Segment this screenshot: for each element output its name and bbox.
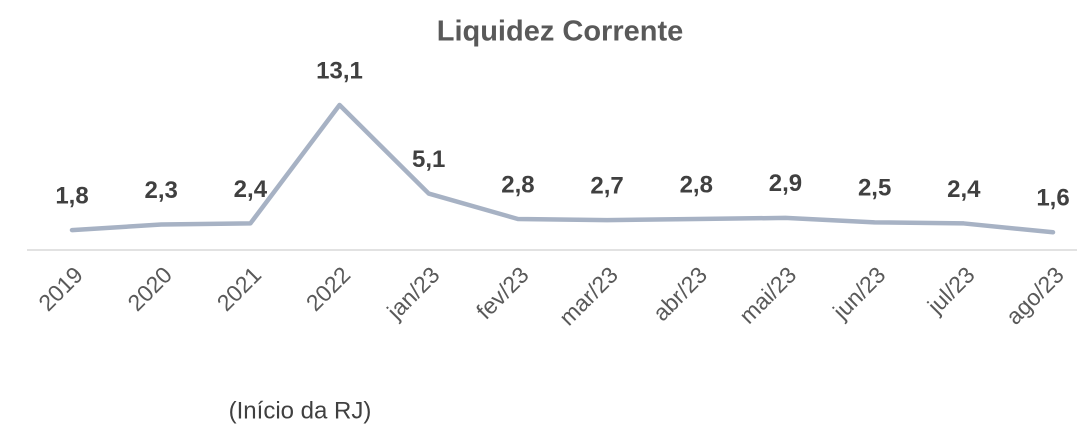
data-label: 13,1 [316,57,363,84]
data-label: 5,1 [412,146,445,173]
line [69,102,1056,235]
data-label: 2,7 [590,172,623,199]
data-label: 2,9 [769,170,802,197]
data-label: 1,6 [1036,185,1069,212]
x-tick-label: mai/23 [734,261,801,328]
data-label: 2,4 [234,176,268,203]
x-tick-label: abr/23 [648,261,713,326]
x-tick-label: jan/23 [381,261,444,324]
x-tick-label: mar/23 [554,261,623,330]
x-tick-label: 2019 [33,261,88,316]
data-label: 2,8 [501,171,534,198]
data-label: 2,8 [680,171,713,198]
x-tick-label: 2020 [122,261,177,316]
data-label: 2,5 [858,175,891,202]
x-tick-label: jul/23 [922,261,980,319]
x-tick-label: jun/23 [827,261,890,324]
x-tick-label: 2022 [301,261,356,316]
x-tick-label: fev/23 [471,261,534,324]
annotation: (Início da RJ) [229,397,372,424]
data-label: 1,8 [55,182,88,209]
chart-title: Liquidez Corrente [437,16,684,48]
data-label: 2,3 [144,177,177,204]
x-tick-label: 2021 [212,261,267,316]
x-tick-label: ago/23 [1001,261,1069,329]
data-label: 2,4 [947,176,981,203]
